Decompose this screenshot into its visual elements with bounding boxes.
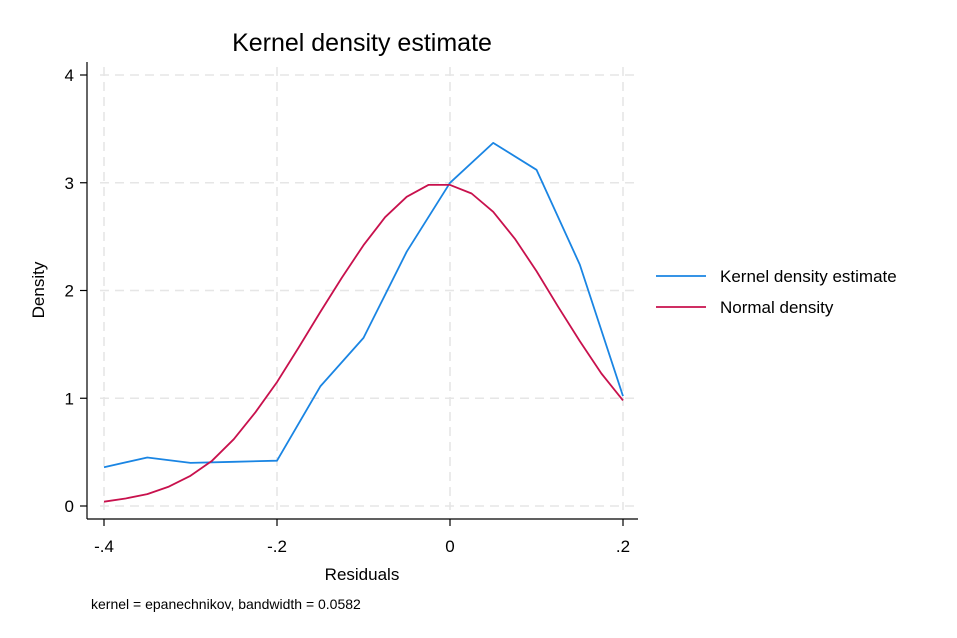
x-tick-label-1: -.2	[267, 537, 287, 556]
legend-label-normal-density: Normal density	[720, 298, 834, 317]
series-line-kernel-density-estimate	[103, 141, 624, 469]
y-tick-label-1: 1	[65, 389, 74, 408]
x-tick-label-2: 0	[445, 537, 454, 556]
chart-note: kernel = epanechnikov, bandwidth = 0.058…	[91, 596, 361, 612]
series-line-normal-density	[103, 183, 624, 503]
y-tick-label-4: 4	[65, 66, 74, 85]
legend: Kernel density estimate Normal density	[656, 267, 897, 317]
axes: 0 1 2 3 4 -.4 -.2 0 .2	[65, 62, 638, 556]
x-axis-label: Residuals	[325, 565, 400, 584]
x-tick-label-0: -.4	[94, 537, 114, 556]
x-tick-label-3: .2	[616, 537, 630, 556]
y-tick-label-3: 3	[65, 174, 74, 193]
data-series	[103, 141, 624, 503]
legend-label-kernel-density-estimate: Kernel density estimate	[720, 267, 897, 286]
y-tick-label-2: 2	[65, 282, 74, 301]
grid-lines	[100, 67, 635, 510]
y-axis-label: Density	[29, 261, 48, 318]
y-tick-label-0: 0	[65, 497, 74, 516]
chart-title: Kernel density estimate	[232, 29, 492, 57]
